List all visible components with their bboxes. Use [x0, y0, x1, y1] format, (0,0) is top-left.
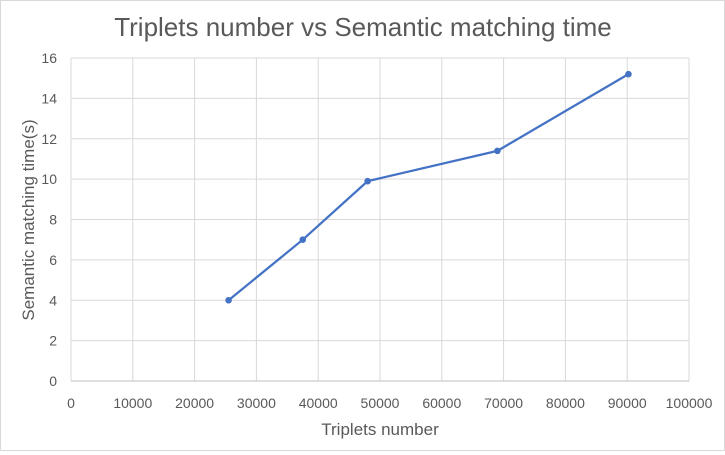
y-axis-label: Semantic matching time(s): [19, 119, 38, 320]
x-tick-label: 10000: [113, 395, 152, 411]
y-tick-label: 2: [49, 333, 57, 349]
x-tick-label: 80000: [546, 395, 585, 411]
data-point: [494, 147, 501, 155]
y-tick-label: 16: [41, 50, 57, 66]
y-tick-label: 14: [41, 90, 57, 106]
x-tick-label: 30000: [237, 395, 276, 411]
y-tick-label: 0: [49, 373, 57, 389]
x-tick-label: 90000: [608, 395, 647, 411]
y-tick-label: 8: [49, 212, 57, 228]
axes: [70, 58, 689, 382]
data-point: [364, 177, 371, 185]
x-tick-label: 50000: [361, 395, 400, 411]
data-point: [299, 236, 307, 243]
y-tick-label: 10: [41, 171, 57, 187]
data-point: [225, 296, 232, 304]
x-tick-label: 40000: [299, 395, 338, 411]
series-line: [227, 73, 630, 302]
y-tick-labels: 0 2 4 6 8 10 12 14 16: [41, 50, 57, 389]
chart-title: Triplets number vs Semantic matching tim…: [114, 12, 612, 42]
x-tick-label: 60000: [422, 395, 461, 411]
x-axis-label: Triplets number: [321, 420, 439, 439]
y-tick-label: 6: [49, 252, 57, 268]
x-tick-label: 70000: [484, 395, 523, 411]
series: [225, 70, 632, 304]
y-tick-label: 4: [49, 292, 57, 308]
x-tick-labels: 0 10000 20000 30000 40000 50000 60000 70000 8000…: [67, 395, 712, 411]
x-tick-label: 100000: [666, 395, 713, 411]
data-point: [625, 70, 632, 78]
y-tick-label: 12: [41, 131, 57, 147]
x-tick-label: 0: [67, 395, 75, 411]
x-tick-label: 20000: [175, 395, 214, 411]
grid-lines: [71, 57, 690, 381]
